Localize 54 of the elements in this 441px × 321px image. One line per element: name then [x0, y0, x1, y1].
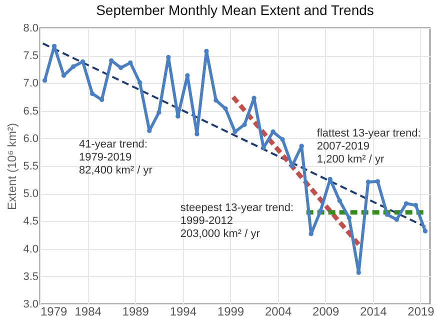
point [252, 96, 256, 100]
y-tick-label: 6.0 [23, 132, 38, 145]
point [280, 137, 285, 142]
x-tick-label: 1979 [40, 304, 68, 318]
point [223, 106, 228, 111]
point [366, 180, 371, 184]
point [80, 59, 86, 64]
point [118, 65, 124, 70]
y-tick-label: 7.5 [23, 50, 38, 62]
point [242, 122, 247, 127]
y-tick-label: 6.5 [23, 105, 38, 118]
annotation: steepest 13-year trend: 1999-2012 203,000 km² / yr [180, 202, 294, 240]
x-tick-label: 2019 [408, 304, 435, 318]
y-tick-label: 7.0 [23, 78, 38, 90]
point [185, 73, 190, 78]
y-tick-label: 5.0 [23, 188, 38, 200]
point [346, 216, 352, 220]
chart-title: September Monthly Mean Extent and Trends [96, 2, 374, 18]
point [375, 179, 380, 184]
x-tick-label: 2009 [312, 304, 340, 318]
point [138, 80, 142, 85]
y-tick-label: 4.0 [23, 243, 38, 256]
annotation: flattest 13-year trend: 2007-2019 1,200 km² / yr [316, 127, 421, 166]
point [70, 64, 76, 69]
point [422, 228, 428, 234]
point [128, 60, 133, 66]
annotation: 41-year trend: 1979-2019 82,400 km² / yr [79, 138, 153, 176]
x-tick-label: 2014 [360, 304, 388, 318]
point [90, 91, 95, 96]
x-tick-label: 1989 [122, 304, 150, 318]
point [308, 232, 314, 236]
point [299, 144, 304, 148]
point [270, 129, 276, 134]
point [156, 110, 162, 115]
point [194, 132, 200, 136]
x-tick-label: 2004 [264, 304, 292, 318]
point [318, 208, 323, 214]
y-tick-label: 5.5 [23, 160, 38, 172]
point [384, 212, 390, 217]
point [413, 202, 418, 208]
point [42, 78, 48, 83]
x-tick-label: 1994 [170, 304, 197, 318]
point [214, 98, 218, 103]
x-tick-label: 1999 [217, 304, 244, 318]
point [337, 198, 342, 204]
y-tick-label: 3.5 [23, 270, 38, 283]
y-axis-title: Extent (10⁶ km²) [5, 123, 20, 210]
y-tick-label: 4.5 [23, 216, 38, 228]
point [404, 201, 409, 206]
point [394, 217, 400, 222]
y-tick-label: 8.0 [23, 22, 38, 34]
point [356, 270, 362, 275]
y-tick-label: 3.0 [23, 298, 38, 310]
x-tick-label: 1984 [74, 304, 102, 318]
